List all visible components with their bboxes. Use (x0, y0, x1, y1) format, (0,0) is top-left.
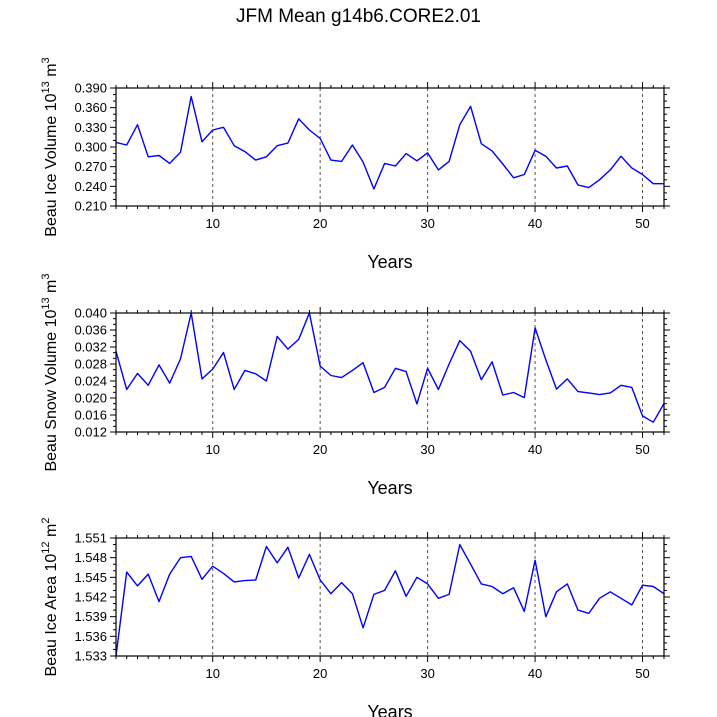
x-tick-label: 30 (420, 666, 434, 681)
y-tick-label: 0.020 (74, 391, 107, 406)
x-tick-label: 50 (635, 666, 649, 681)
y-tick-label: 1.542 (74, 590, 107, 605)
x-tick-label: 20 (313, 666, 327, 681)
y-tick-label: 0.300 (74, 140, 107, 155)
x-tick-label: 20 (313, 216, 327, 231)
y-tick-label: 1.533 (74, 649, 107, 664)
y-tick-label: 0.012 (74, 425, 107, 440)
y-tick-label: 1.539 (74, 609, 107, 624)
x-tick-label: 50 (635, 442, 649, 457)
x-axis-label: Years (367, 478, 412, 498)
plot-frame-2 (115, 312, 665, 433)
y-tick-label: 0.036 (74, 323, 107, 338)
y-tick-label: 0.390 (74, 81, 107, 96)
x-tick-label: 50 (635, 216, 649, 231)
x-tick-label: 40 (528, 666, 542, 681)
y-tick-label: 1.536 (74, 629, 107, 644)
y-tick-label: 1.551 (74, 531, 107, 546)
plot-frame-3 (115, 537, 665, 657)
y-tick-label: 1.548 (74, 550, 107, 565)
y-tick-label: 0.330 (74, 120, 107, 135)
x-tick-label: 10 (205, 666, 219, 681)
y-tick-label: 0.360 (74, 100, 107, 115)
y-tick-label: 0.028 (74, 357, 107, 372)
x-tick-label: 10 (205, 442, 219, 457)
plot-frame-1 (115, 87, 665, 207)
y-tick-label: 0.270 (74, 159, 107, 174)
x-tick-label: 40 (528, 216, 542, 231)
x-axis-label: Years (367, 702, 412, 717)
figure-title: JFM Mean g14b6.CORE2.01 (235, 6, 481, 27)
y-tick-label: 1.545 (74, 570, 107, 585)
y-axis-label: Beau Ice Area 1012 m2 (40, 518, 60, 677)
x-tick-label: 30 (420, 216, 434, 231)
series-line-2 (115, 312, 665, 423)
series-line-3 (115, 543, 665, 657)
x-tick-label: 30 (420, 442, 434, 457)
y-tick-label: 0.024 (74, 374, 107, 389)
y-tick-label: 0.040 (74, 306, 107, 321)
x-axis-label: Years (367, 252, 412, 272)
x-tick-label: 20 (313, 442, 327, 457)
y-axis-label: Beau Snow Volume 1013 m3 (40, 273, 60, 471)
series-line-1 (115, 95, 664, 190)
y-tick-label: 0.016 (74, 408, 107, 423)
x-tick-label: 10 (205, 216, 219, 231)
y-axis-label: Beau Ice Volume 1013 m3 (40, 57, 60, 236)
y-tick-label: 0.032 (74, 340, 107, 355)
y-tick-label: 0.240 (74, 179, 107, 194)
x-tick-label: 40 (528, 442, 542, 457)
y-tick-label: 0.210 (74, 199, 107, 214)
